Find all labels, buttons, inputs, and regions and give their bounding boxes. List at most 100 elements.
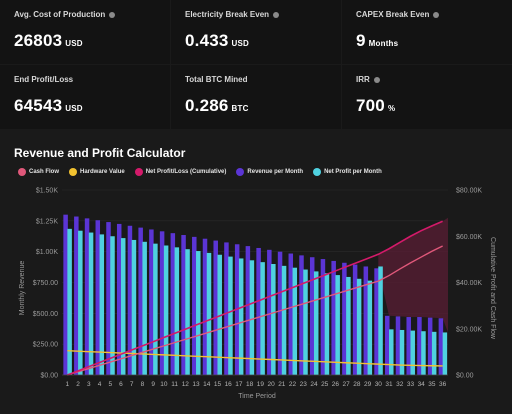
- x-tick-label: 1: [66, 381, 70, 388]
- y-tick-label: $750.00: [33, 280, 58, 287]
- y-tick-label: $250.00: [33, 342, 58, 349]
- revenue-bar: [406, 317, 411, 375]
- y2-tick-label: $40.00K: [456, 280, 482, 287]
- legend-item-cash-flow[interactable]: Cash Flow: [18, 168, 59, 176]
- y2-tick-label: $60.00K: [456, 234, 482, 241]
- net-profit-bar: [120, 238, 126, 375]
- legend-label: Hardware Value: [80, 169, 125, 175]
- info-icon[interactable]: [373, 76, 380, 83]
- revenue-bar: [267, 249, 272, 375]
- kpi-value: 26803: [14, 31, 63, 50]
- kpi-unit: Months: [368, 39, 399, 48]
- revenue-bar: [202, 238, 208, 375]
- kpi-unit: USD: [231, 39, 250, 48]
- revenue-bar: [320, 259, 326, 375]
- legend-swatch: [236, 168, 245, 176]
- revenue-bar: [213, 240, 218, 375]
- revenue-bar: [299, 255, 304, 375]
- kpi-value: 0.286: [185, 96, 229, 115]
- legend-label: Net Profit per Month: [324, 169, 382, 175]
- info-icon[interactable]: [109, 11, 116, 18]
- chart-bars: [63, 214, 448, 375]
- net-profit-bar: [131, 239, 137, 375]
- x-tick-label: 31: [385, 381, 393, 388]
- net-profit-bar: [217, 254, 222, 375]
- kpi-value: 9: [356, 31, 366, 50]
- revenue-bar: [309, 257, 315, 375]
- legend-label: Revenue per Month: [247, 169, 304, 175]
- net-profit-bar: [260, 262, 265, 375]
- kpi-capex-break-even: CAPEX Break Even 9 Months: [342, 0, 512, 64]
- net-profit-bar: [78, 230, 83, 375]
- kpi-irr: IRR 700%: [342, 65, 512, 129]
- chart-axes: $0.00 $250.00 $500.00 $750.00 $1.00K $1.25K $1…: [33, 188, 483, 389]
- revenue-bar: [342, 262, 347, 375]
- x-tick-label: 23: [300, 381, 308, 388]
- y2-axis-label: Cumulative Profit and Cash Flow: [489, 237, 496, 340]
- y2-tick-label: $80.00K: [456, 188, 482, 195]
- x-tick-label: 26: [332, 381, 340, 388]
- legend-item-revenue-per-month[interactable]: Revenue per Month: [236, 168, 303, 176]
- x-tick-label: 18: [246, 381, 254, 388]
- x-tick-label: 36: [439, 381, 447, 388]
- x-tick-label: 8: [141, 381, 145, 388]
- kpi-label: End Profit/Loss: [14, 75, 74, 84]
- net-profit-bar: [324, 273, 330, 375]
- net-profit-bar: [367, 280, 373, 375]
- x-tick-label: 3: [87, 381, 91, 388]
- x-tick-label: 34: [418, 381, 426, 388]
- info-icon[interactable]: [433, 11, 440, 18]
- revenue-bar: [95, 220, 101, 375]
- revenue-bar: [170, 233, 176, 375]
- net-profit-bar: [249, 260, 255, 375]
- revenue-bar: [374, 268, 379, 375]
- kpi-avg-cost: Avg. Cost of Production 26803 USD: [0, 0, 170, 64]
- chart-lines: [67, 220, 443, 376]
- revenue-bar: [63, 214, 68, 375]
- net-profit-bar: [281, 265, 287, 375]
- legend-item-net-profit-per-month[interactable]: Net Profit per Month: [313, 168, 382, 176]
- revenue-bar: [181, 235, 186, 375]
- kpi-unit: BTC: [231, 104, 249, 113]
- kpi-unit: USD: [65, 39, 83, 48]
- net-profit-bar: [356, 278, 362, 375]
- legend-item-hardware-value[interactable]: Hardware Value: [69, 168, 125, 176]
- net-profit-bar: [185, 249, 190, 375]
- series-line: [67, 350, 443, 367]
- net-profit-bar: [389, 329, 394, 375]
- revenue-bar: [395, 316, 401, 375]
- legend-item-net-profit-loss[interactable]: Net Profit/Loss (Cumulative): [134, 168, 227, 176]
- legend-swatch: [313, 168, 322, 176]
- x-tick-label: 27: [343, 381, 351, 388]
- net-profit-bar: [313, 271, 319, 375]
- x-tick-label: 2: [76, 381, 80, 388]
- revenue-bar: [438, 318, 444, 375]
- legend-label: Net Profit/Loss (Cumulative): [145, 169, 227, 175]
- legend-swatch: [134, 168, 143, 176]
- x-tick-label: 6: [119, 381, 123, 388]
- revenue-bar: [352, 264, 358, 375]
- x-tick-label: 9: [151, 381, 155, 388]
- x-tick-label: 10: [160, 381, 168, 388]
- x-tick-label: 17: [235, 381, 243, 388]
- net-profit-bar: [110, 236, 115, 375]
- x-tick-label: 19: [257, 381, 265, 388]
- revenue-profit-chart: $0.00 $250.00 $500.00 $750.00 $1.00K $1.25K $1…: [19, 188, 496, 401]
- kpi-label: Total BTC Mined: [185, 75, 248, 84]
- net-profit-bar: [228, 256, 233, 375]
- x-tick-label: 11: [171, 381, 178, 388]
- revenue-bar: [427, 317, 433, 375]
- kpi-total-btc-mined: Total BTC Mined 0.286 BTC: [171, 65, 341, 129]
- info-icon[interactable]: [273, 11, 280, 18]
- net-profit-bar: [163, 245, 169, 375]
- y-tick-label: $1.00K: [36, 249, 59, 256]
- x-tick-label: 20: [267, 381, 275, 388]
- kpi-label: IRR: [356, 75, 370, 84]
- series-line: [67, 245, 443, 376]
- net-profit-bar: [271, 264, 276, 375]
- x-tick-label: 7: [130, 381, 134, 388]
- revenue-bar: [84, 218, 90, 375]
- revenue-bar: [106, 222, 111, 375]
- kpi-grid: Avg. Cost of Production 26803 USD Electri…: [0, 0, 512, 130]
- x-tick-label: 35: [428, 381, 436, 388]
